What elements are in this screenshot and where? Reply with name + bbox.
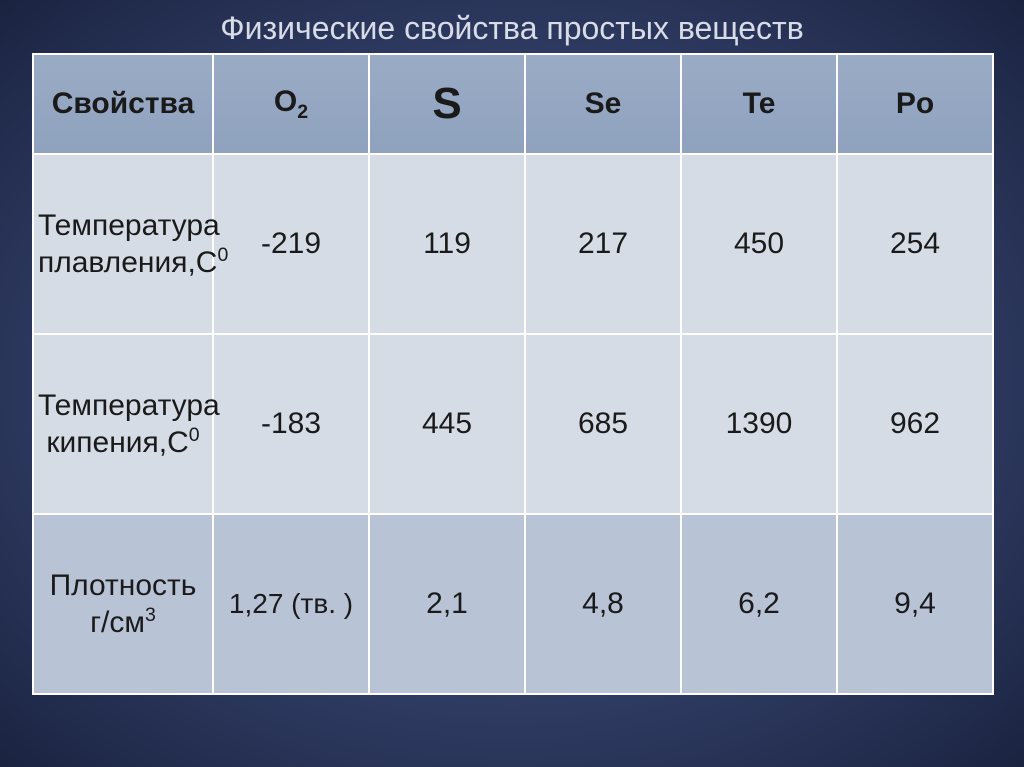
col-header-label: Свойства: [52, 87, 195, 120]
value-cell: 450: [681, 154, 837, 334]
property-sup: 0: [189, 424, 200, 446]
value-cell: 445: [369, 334, 525, 514]
table-row: Температура кипения,С0 -183 445 685 1390…: [33, 334, 993, 514]
property-text: Температура плавления,С: [38, 209, 220, 279]
properties-table-wrap: Свойства O2 S Se Te Po: [32, 53, 992, 695]
col-header-te: Te: [681, 54, 837, 154]
property-text: Плотность г/см: [50, 569, 197, 639]
value-cell: 9,4: [837, 514, 993, 694]
value-cell: 2,1: [369, 514, 525, 694]
value-cell: 962: [837, 334, 993, 514]
property-cell: Температура плавления,С0: [33, 154, 213, 334]
col-header-o2: O2: [213, 54, 369, 154]
page-title: Физические свойства простых веществ: [0, 0, 1024, 53]
col-header-label: Te: [743, 87, 776, 120]
property-sup: 0: [217, 244, 228, 266]
table-header-row: Свойства O2 S Se Te Po: [33, 54, 993, 154]
value-cell: 4,8: [525, 514, 681, 694]
col-header-label: Se: [585, 87, 622, 120]
value-cell: 6,2: [681, 514, 837, 694]
col-header-sub: 2: [297, 101, 308, 123]
col-header-po: Po: [837, 54, 993, 154]
value-cell: 1390: [681, 334, 837, 514]
value-cell: 217: [525, 154, 681, 334]
col-header-property: Свойства: [33, 54, 213, 154]
property-sup: 3: [145, 604, 156, 626]
col-header-label: Po: [896, 87, 934, 120]
col-header-label: O: [274, 85, 297, 118]
value-cell: -183: [213, 334, 369, 514]
value-cell: 685: [525, 334, 681, 514]
value-cell: 119: [369, 154, 525, 334]
value-cell: 254: [837, 154, 993, 334]
value-cell: -219: [213, 154, 369, 334]
col-header-label: S: [432, 79, 461, 128]
col-header-se: Se: [525, 54, 681, 154]
table-row: Температура плавления,С0 -219 119 217 45…: [33, 154, 993, 334]
value-cell: 1,27 (тв. ): [213, 514, 369, 694]
property-cell: Плотность г/см3: [33, 514, 213, 694]
col-header-s: S: [369, 54, 525, 154]
properties-table: Свойства O2 S Se Te Po: [32, 53, 994, 695]
property-cell: Температура кипения,С0: [33, 334, 213, 514]
table-row: Плотность г/см3 1,27 (тв. ) 2,1 4,8 6,2 …: [33, 514, 993, 694]
